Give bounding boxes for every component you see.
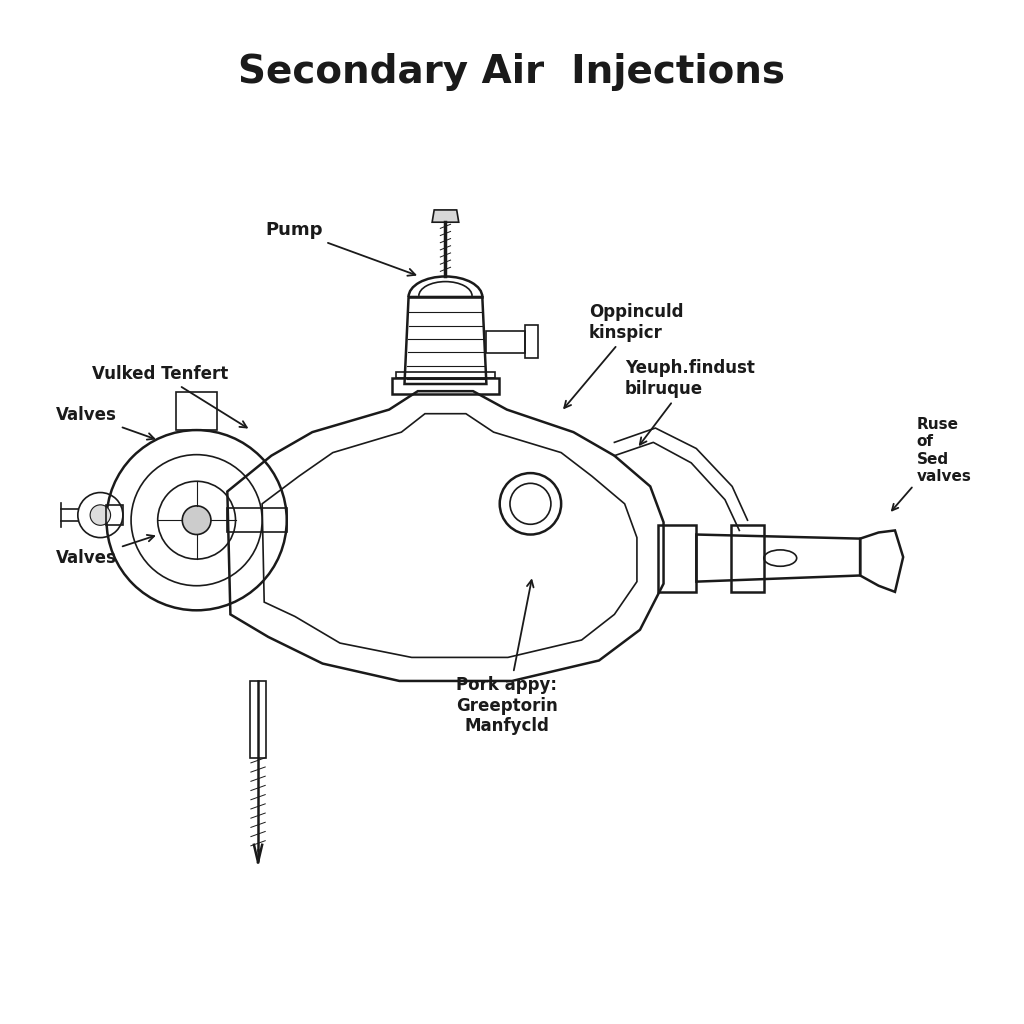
Circle shape: [182, 506, 211, 535]
Text: Secondary Air  Injections: Secondary Air Injections: [239, 52, 785, 91]
Text: Yeuph.findust
bilruque: Yeuph.findust bilruque: [625, 359, 755, 444]
Text: Ruse
of
Sed
valves: Ruse of Sed valves: [892, 417, 972, 510]
Text: Oppinculd
kinspicr: Oppinculd kinspicr: [564, 303, 683, 408]
Text: Valves: Valves: [56, 406, 155, 439]
Circle shape: [90, 505, 111, 525]
Text: Pump: Pump: [265, 221, 416, 275]
Text: Pork appy:
Greeptorin
Manfycld: Pork appy: Greeptorin Manfycld: [456, 581, 558, 735]
Text: Vulked Tenfert: Vulked Tenfert: [92, 365, 247, 428]
Polygon shape: [432, 210, 459, 222]
Text: Valves: Valves: [56, 535, 155, 567]
